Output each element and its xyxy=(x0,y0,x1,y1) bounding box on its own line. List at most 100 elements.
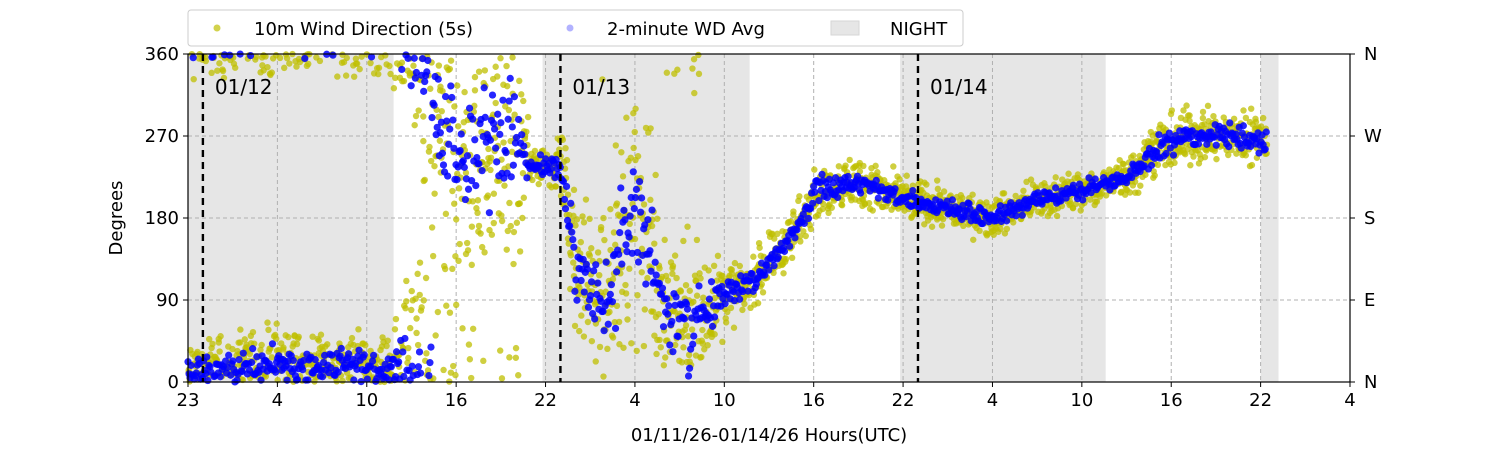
wind-direction-5s-point xyxy=(842,162,849,169)
wind-direction-5s-point xyxy=(685,351,693,359)
wd-2min-avg-point xyxy=(436,129,444,137)
y-tick-label: 270 xyxy=(145,126,179,147)
wd-2min-avg-point xyxy=(1187,133,1195,141)
wind-direction-5s-point xyxy=(647,125,654,132)
wind-direction-5s-point xyxy=(468,261,475,269)
wd-2min-avg-point xyxy=(407,82,415,90)
wind-direction-5s-point xyxy=(580,219,588,226)
wind-direction-5s-point xyxy=(802,232,809,240)
wd-2min-avg-point xyxy=(1018,211,1026,219)
wind-direction-5s-point xyxy=(468,374,475,382)
wind-direction-5s-point xyxy=(262,373,270,380)
wind-direction-5s-point xyxy=(432,332,439,339)
wind-direction-5s-point xyxy=(358,53,365,60)
wind-direction-5s-point xyxy=(505,106,513,114)
wd-2min-avg-point xyxy=(448,93,456,102)
legend-marker-5s xyxy=(213,24,221,32)
wind-direction-5s-point xyxy=(689,65,696,72)
wind-direction-5s-point xyxy=(498,375,506,382)
wd-2min-avg-point xyxy=(459,157,467,165)
wind-direction-5s-point xyxy=(390,85,398,92)
wind-direction-5s-point xyxy=(682,281,690,289)
legend-label-night: NIGHT xyxy=(890,19,948,40)
wd-2min-avg-point xyxy=(765,266,773,274)
wind-direction-5s-point xyxy=(405,344,412,352)
wind-direction-5s-point xyxy=(800,228,807,235)
wind-direction-5s-point xyxy=(1224,151,1232,159)
wind-direction-5s-point xyxy=(719,338,726,346)
wd-2min-avg-point xyxy=(301,54,309,63)
wind-direction-5s-point xyxy=(903,172,910,179)
wind-direction-5s-point xyxy=(933,177,941,184)
wd-2min-avg-point xyxy=(521,150,529,158)
wd-2min-avg-point xyxy=(414,363,423,371)
wind-direction-5s-point xyxy=(427,157,435,165)
wind-direction-5s-point xyxy=(576,327,583,335)
y-tick-label: 360 xyxy=(145,44,179,65)
wd-2min-avg-point xyxy=(566,222,574,230)
wind-direction-5s-point xyxy=(759,289,767,296)
wd-2min-avg-point xyxy=(433,123,441,131)
wind-direction-5s-point xyxy=(615,318,623,326)
wind-direction-5s-point xyxy=(498,217,506,225)
wind-direction-5s-point xyxy=(656,336,663,344)
wd-2min-avg-point xyxy=(460,163,468,171)
wind-direction-5s-point xyxy=(624,302,631,309)
wd-2min-avg-point xyxy=(457,130,465,138)
wind-direction-5s-point xyxy=(890,163,897,170)
wind-direction-5s-point xyxy=(220,74,228,82)
wd-2min-avg-point xyxy=(607,281,615,289)
wind-direction-5s-point xyxy=(506,199,513,207)
wind-direction-5s-point xyxy=(724,308,731,316)
wind-direction-5s-point xyxy=(1086,196,1094,203)
wind-direction-5s-point xyxy=(1240,107,1247,114)
legend-box xyxy=(187,9,964,47)
wind-direction-5s-point xyxy=(494,73,501,80)
wind-direction-5s-point xyxy=(1135,189,1142,196)
wind-direction-5s-point xyxy=(671,308,678,315)
wd-2min-avg-point xyxy=(226,51,234,59)
wind-direction-5s-point xyxy=(477,230,484,237)
wind-direction-5s-point xyxy=(596,271,603,279)
wind-direction-5s-point xyxy=(504,82,511,90)
wind-direction-5s-point xyxy=(690,298,697,305)
wd-2min-avg-point xyxy=(874,194,882,202)
wd-2min-avg-point xyxy=(583,265,592,273)
wd-2min-avg-point xyxy=(461,195,469,204)
wind-direction-5s-point xyxy=(1248,161,1256,169)
wind-direction-5s-point xyxy=(462,169,470,177)
wind-direction-5s-point xyxy=(1010,219,1017,226)
wd-2min-avg-point xyxy=(1169,151,1178,159)
wind-direction-5s-point xyxy=(375,64,383,72)
wind-direction-5s-point xyxy=(452,253,459,260)
wd-2min-avg-point xyxy=(485,209,493,217)
wd-2min-avg-point xyxy=(204,376,212,385)
wind-direction-5s-point xyxy=(577,238,585,246)
wd-2min-avg-point xyxy=(600,327,608,335)
wind-direction-5s-point xyxy=(500,139,507,146)
wind-direction-5s-point xyxy=(626,220,633,228)
wd-2min-avg-point xyxy=(428,114,436,122)
wind-direction-5s-point xyxy=(231,64,239,71)
wind-direction-5s-point xyxy=(654,215,661,222)
legend-marker-night xyxy=(830,20,860,36)
wind-direction-5s-point xyxy=(633,347,640,355)
wd-2min-avg-point xyxy=(509,161,517,169)
wd-2min-avg-point xyxy=(594,279,602,287)
wind-direction-5s-point xyxy=(653,350,660,358)
wind-direction-5s-point xyxy=(355,326,362,333)
wind-direction-5s-point xyxy=(420,137,427,145)
wd-2min-avg-point xyxy=(625,233,633,241)
wind-direction-5s-point xyxy=(452,371,459,379)
x-axis-ticks: 23 4 10 16 22 4 10 16 22 4 10 16 22 4 xyxy=(177,382,1356,411)
wd-2min-avg-point xyxy=(793,226,801,234)
wd-2min-avg-point xyxy=(368,357,377,365)
wind-direction-5s-point xyxy=(807,225,815,233)
wd-2min-avg-point xyxy=(770,262,778,270)
wd-2min-avg-point xyxy=(438,149,447,157)
wind-direction-5s-point xyxy=(391,74,399,82)
wind-direction-5s-point xyxy=(420,113,427,120)
wd-2min-avg-point xyxy=(439,161,448,169)
wind-direction-5s-point xyxy=(736,262,744,270)
day-marker-label: 01/14 xyxy=(930,75,988,99)
